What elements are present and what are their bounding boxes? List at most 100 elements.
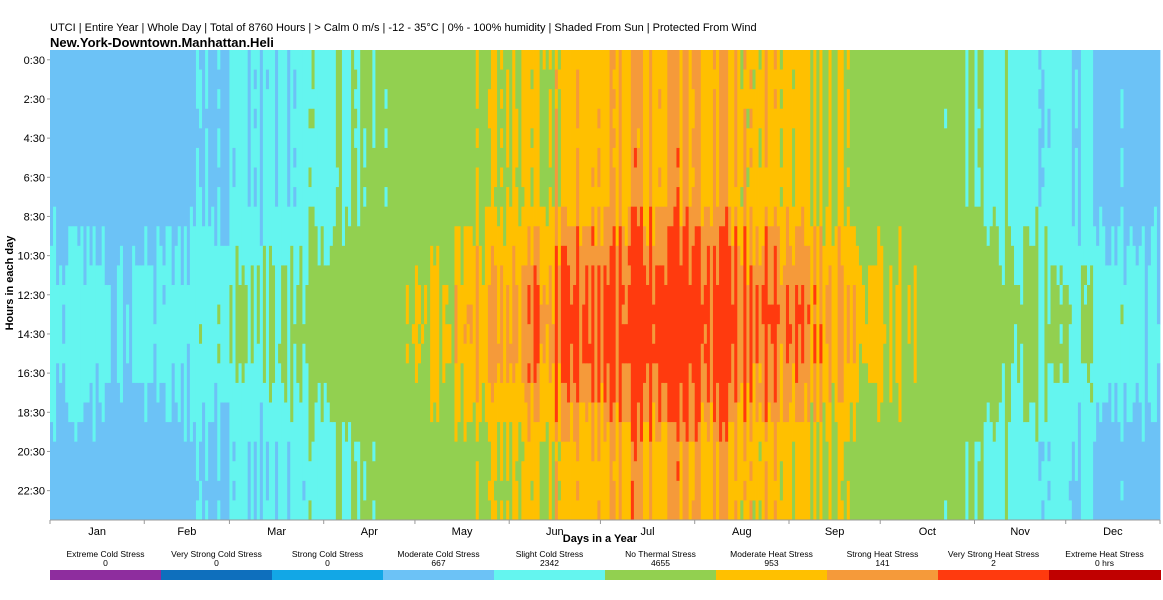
heatmap-cell xyxy=(162,304,166,384)
heatmap-cell xyxy=(636,128,641,149)
legend-count: 0 xyxy=(103,558,108,568)
heatmap-cell xyxy=(688,50,693,208)
heatmap-cell xyxy=(533,265,537,384)
heatmap-cell xyxy=(1044,226,1048,423)
heatmap-cell xyxy=(217,128,221,168)
heatmap-cell xyxy=(384,50,388,90)
heatmap-cell xyxy=(743,500,747,521)
legend-count: 2342 xyxy=(540,558,559,568)
heatmap-cell xyxy=(506,285,510,384)
heatmap-cell xyxy=(1004,50,1009,521)
heatmap-cell xyxy=(305,285,309,364)
heatmap-cell xyxy=(156,402,160,521)
heatmap-cell xyxy=(649,441,653,521)
heatmap-cell xyxy=(500,50,504,70)
heatmap-cell xyxy=(1041,441,1045,462)
heatmap-cell xyxy=(1065,50,1070,286)
heatmap-cell xyxy=(268,50,273,247)
heatmap-cell xyxy=(703,363,708,423)
heatmap-cell xyxy=(475,50,480,110)
heatmap-cell xyxy=(749,69,753,90)
heatmap-cell xyxy=(788,343,793,403)
heatmap-cell xyxy=(503,245,507,423)
heatmap-cell xyxy=(497,226,501,345)
heatmap-cell xyxy=(481,285,486,384)
heatmap-cell xyxy=(472,50,477,247)
heatmap-cell xyxy=(1123,285,1127,384)
heatmap-cell xyxy=(700,226,705,305)
heatmap-cell xyxy=(706,50,711,208)
heatmap-cell xyxy=(329,245,334,423)
heatmap-cell xyxy=(205,108,209,129)
heatmap-cell xyxy=(533,422,537,521)
heatmap-cell xyxy=(652,324,656,345)
heatmap-cell xyxy=(1111,226,1115,423)
heatmap-cell xyxy=(311,128,315,208)
heatmap-cell xyxy=(573,226,577,286)
heatmap-cell xyxy=(646,422,650,521)
heatmap-cell xyxy=(1038,128,1042,208)
legend-swatch xyxy=(161,570,273,580)
heatmap-cell xyxy=(871,382,875,521)
heatmap-cell xyxy=(1153,422,1158,521)
legend-item: Moderate Heat Stress 953 xyxy=(716,550,827,568)
heatmap-cell xyxy=(1047,324,1051,364)
heatmap-cell xyxy=(372,441,376,462)
heatmap-cell xyxy=(509,206,513,345)
heatmap-cell xyxy=(837,402,842,521)
heatmap-cell xyxy=(749,500,753,521)
heatmap-cell xyxy=(490,50,495,247)
heatmap-cell xyxy=(722,226,726,423)
heatmap-cell xyxy=(551,206,556,325)
heatmap-cell xyxy=(1029,50,1033,247)
heatmap-cell xyxy=(141,382,145,521)
heatmap-cell xyxy=(515,167,519,188)
heatmap-cell xyxy=(643,265,647,384)
heatmap-cell xyxy=(624,324,629,364)
heatmap-cell xyxy=(557,441,562,462)
heatmap-cell xyxy=(1080,50,1085,266)
heatmap-cell xyxy=(95,363,100,521)
heatmap-cell xyxy=(217,50,221,70)
heatmap-cell xyxy=(1020,50,1024,305)
heatmap-cell xyxy=(1056,50,1061,286)
heatmap-cell xyxy=(192,226,197,423)
heatmap-cell xyxy=(603,206,607,266)
heatmap-cell xyxy=(199,69,203,129)
heatmap-cell xyxy=(755,50,759,227)
heatmap-cell xyxy=(1026,50,1030,227)
heatmap-cell xyxy=(521,50,525,188)
heatmap-cell xyxy=(709,402,714,521)
heatmap-cell xyxy=(159,245,163,384)
heatmap-cell xyxy=(536,50,541,227)
heatmap-cell xyxy=(335,50,340,168)
heatmap-cell xyxy=(974,206,978,443)
heatmap-cell xyxy=(317,50,322,266)
heatmap-cell xyxy=(737,402,741,521)
heatmap-cell xyxy=(1047,480,1051,501)
heatmap-cell xyxy=(284,265,288,403)
heatmap-cell xyxy=(758,500,763,521)
heatmap-cell xyxy=(177,226,182,423)
heatmap-cell xyxy=(390,50,395,521)
heatmap-cell xyxy=(591,245,595,266)
heatmap-cell xyxy=(743,69,747,110)
heatmap-cell xyxy=(1141,441,1146,521)
heatmap-cell xyxy=(326,402,331,521)
heatmap-cell xyxy=(457,50,461,227)
heatmap-cell xyxy=(700,402,705,521)
heatmap-cell xyxy=(764,167,769,208)
heatmap-cell xyxy=(521,441,525,462)
heatmap-cell xyxy=(749,108,753,129)
heatmap-cell xyxy=(439,50,443,521)
heatmap-cell xyxy=(843,50,848,227)
heatmap-cell xyxy=(290,245,294,423)
heatmap-cell xyxy=(779,343,784,462)
heatmap-cell xyxy=(858,343,863,521)
heatmap-cell xyxy=(104,50,109,286)
legend-count: 0 xyxy=(325,558,330,568)
heatmap-cell xyxy=(1032,402,1036,521)
heatmap-cell xyxy=(770,226,775,305)
heatmap-cell xyxy=(880,245,884,403)
heatmap-cell xyxy=(457,226,461,423)
